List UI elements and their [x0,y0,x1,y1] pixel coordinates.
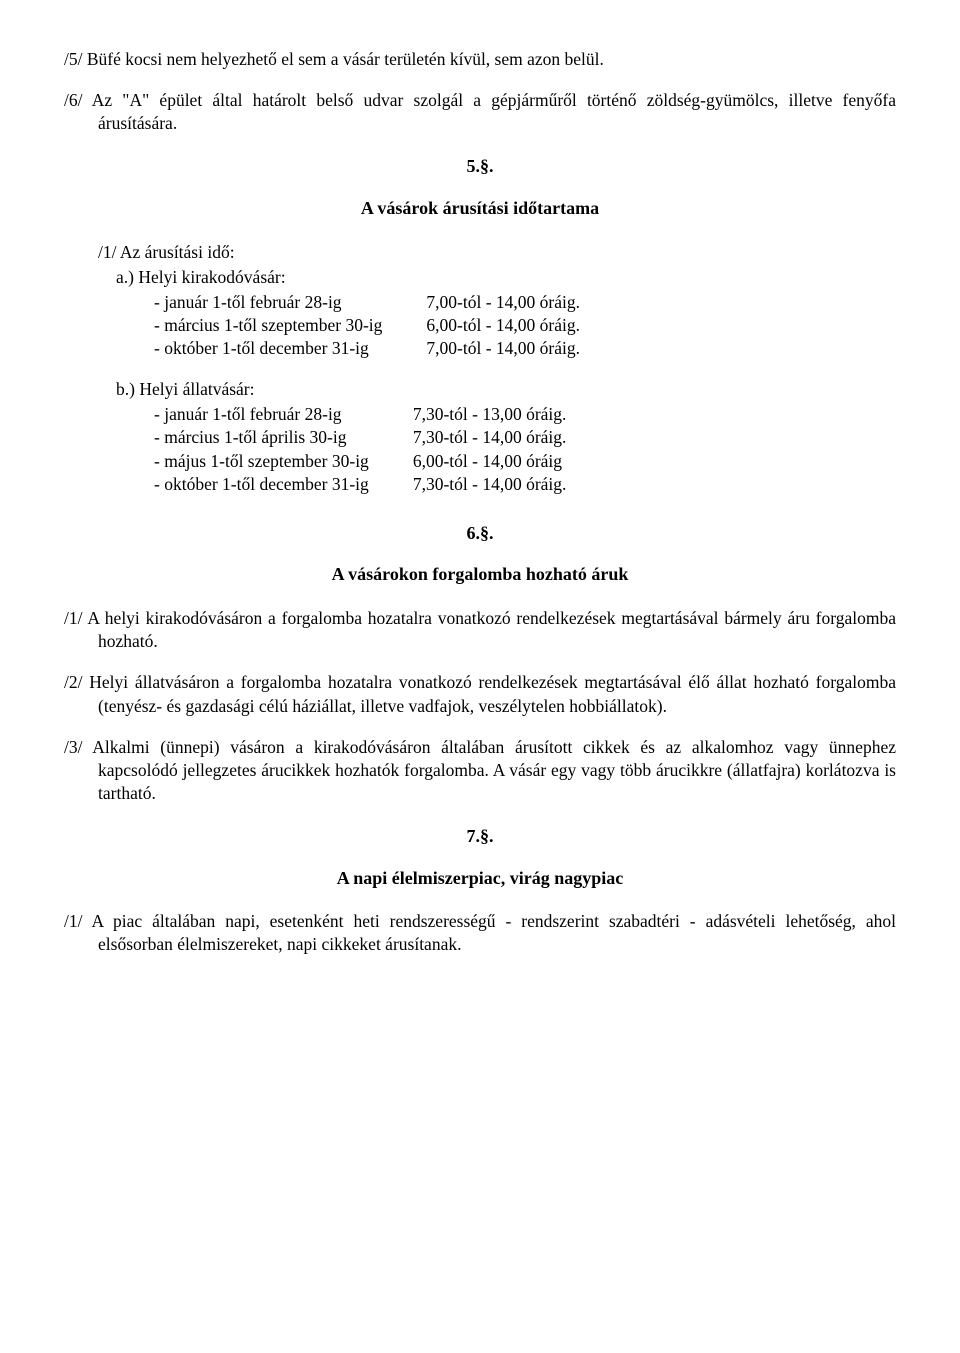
schedule-a-heading: a.) Helyi kirakodóvásár: [64,266,896,289]
schedule-time: 6,00-tól - 14,00 óráig. [426,314,580,337]
schedule-row: - január 1-től február 28-ig 7,30-tól - … [154,403,566,426]
schedule-period: - március 1-től április 30-ig [154,426,413,449]
schedule-row: - május 1-től szeptember 30-ig 6,00-tól … [154,450,566,473]
schedule-time: 7,00-tól - 14,00 óráig. [426,291,580,314]
schedule-period: - március 1-től szeptember 30-ig [154,314,426,337]
paragraph-6-2: /2/ Helyi állatvásáron a forgalomba hoza… [64,671,896,717]
schedule-period: - május 1-től szeptember 30-ig [154,450,413,473]
schedule-period: - január 1-től február 28-ig [154,291,426,314]
section-5-title: A vásárok árusítási időtartama [64,197,896,221]
section-7-number: 7.§. [64,825,896,849]
schedule-row: - január 1-től február 28-ig 7,00-tól - … [154,291,580,314]
paragraph-5-1: /5/ Büfé kocsi nem helyezhető el sem a v… [64,48,896,71]
schedule-time: 7,30-tól - 13,00 óráig. [413,403,567,426]
schedule-b-table: - január 1-től február 28-ig 7,30-tól - … [64,403,566,495]
schedule-period: - január 1-től február 28-ig [154,403,413,426]
paragraph-5-2: /6/ Az "A" épület által határolt belső u… [64,89,896,135]
schedule-row: - október 1-től december 31-ig 7,00-tól … [154,337,580,360]
schedule-time: 7,00-tól - 14,00 óráig. [426,337,580,360]
paragraph-7-1: /1/ A piac általában napi, esetenként he… [64,910,896,956]
section-7-title: A napi élelmiszerpiac, virág nagypiac [64,867,896,891]
schedule-block-1: /1/ Az árusítási idő: a.) Helyi kirakodó… [64,241,896,496]
schedule-a-table: - január 1-től február 28-ig 7,00-tól - … [64,291,580,360]
section-6-title: A vásárokon forgalomba hozható áruk [64,563,896,587]
schedule-period: - október 1-től december 31-ig [154,473,413,496]
schedule-time: 7,30-tól - 14,00 óráig. [413,473,567,496]
paragraph-6-3: /3/ Alkalmi (ünnepi) vásáron a kirakodóv… [64,736,896,805]
schedule-b-heading: b.) Helyi állatvásár: [64,378,896,401]
schedule-row: - október 1-től december 31-ig 7,30-tól … [154,473,566,496]
schedule-lead-1: /1/ Az árusítási idő: [64,241,896,264]
schedule-period: - október 1-től december 31-ig [154,337,426,360]
schedule-row: - március 1-től szeptember 30-ig 6,00-tó… [154,314,580,337]
schedule-row: - március 1-től április 30-ig 7,30-tól -… [154,426,566,449]
schedule-time: 6,00-tól - 14,00 óráig [413,450,567,473]
section-5-number: 5.§. [64,155,896,179]
paragraph-6-1: /1/ A helyi kirakodóvásáron a forgalomba… [64,607,896,653]
section-6-number: 6.§. [64,522,896,546]
schedule-time: 7,30-tól - 14,00 óráig. [413,426,567,449]
